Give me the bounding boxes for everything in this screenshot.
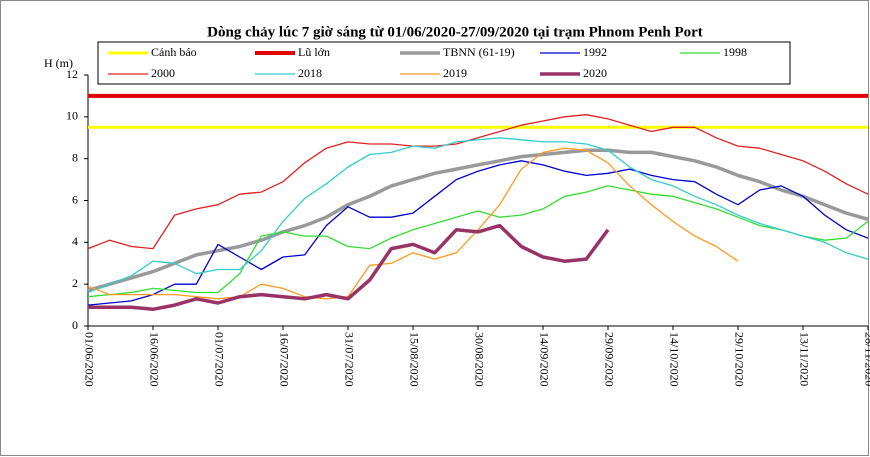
y-axis-label: H (m) [44, 56, 73, 70]
y-tick-label: 2 [72, 276, 78, 290]
x-tick-label: 14/10/2020 [667, 332, 681, 387]
y-tick-label: 10 [66, 109, 78, 123]
x-tick-label: 29/10/2020 [732, 332, 746, 387]
series-line [87, 114, 869, 250]
series-line [88, 223, 610, 312]
legend-box [97, 41, 791, 85]
series-line [87, 185, 869, 298]
x-tick-label: 16/07/2020 [277, 332, 291, 387]
legend-label: 2019 [443, 66, 467, 80]
series-line [87, 147, 739, 300]
y-tick-label: 8 [72, 150, 78, 164]
legend-label: TBNN (61-19) [443, 45, 515, 59]
legend-label: 2018 [298, 66, 322, 80]
y-tick-label: 4 [72, 234, 78, 248]
legend-label: 2020 [583, 66, 607, 80]
legend-label: 2000 [151, 66, 175, 80]
x-tick-label: 15/08/2020 [407, 332, 421, 387]
series-line [87, 160, 869, 306]
y-tick-label: 0 [72, 318, 78, 332]
x-tick-label: 30/08/2020 [472, 332, 486, 387]
legend: Cảnh báo Lũ lớn TBNN (61-19) 1992 1998 2000 20… [97, 41, 791, 85]
x-tick-label: 01/07/2020 [212, 332, 226, 387]
series-line [87, 148, 869, 293]
x-tick-label: 28/11/2020 [862, 332, 870, 386]
x-tick-label: 29/09/2020 [602, 332, 616, 387]
legend-label: 1992 [583, 45, 607, 59]
y-tick-label: 12 [66, 67, 78, 81]
legend-label: 1998 [723, 45, 747, 59]
y-tick-label: 6 [72, 192, 78, 206]
x-tick-label: 31/07/2020 [342, 332, 356, 387]
chart-title: Dòng chảy lúc 7 giờ sáng từ 01/06/2020-2… [207, 24, 703, 40]
series-line [87, 137, 869, 294]
x-tick-label: 13/11/2020 [797, 332, 811, 386]
legend-label: Cảnh báo [151, 45, 197, 59]
x-tick-label: 01/06/2020 [82, 332, 96, 387]
x-tick-label: 16/06/2020 [147, 332, 161, 387]
x-tick-label: 14/09/2020 [537, 332, 551, 387]
legend-label: Lũ lớn [298, 45, 330, 59]
